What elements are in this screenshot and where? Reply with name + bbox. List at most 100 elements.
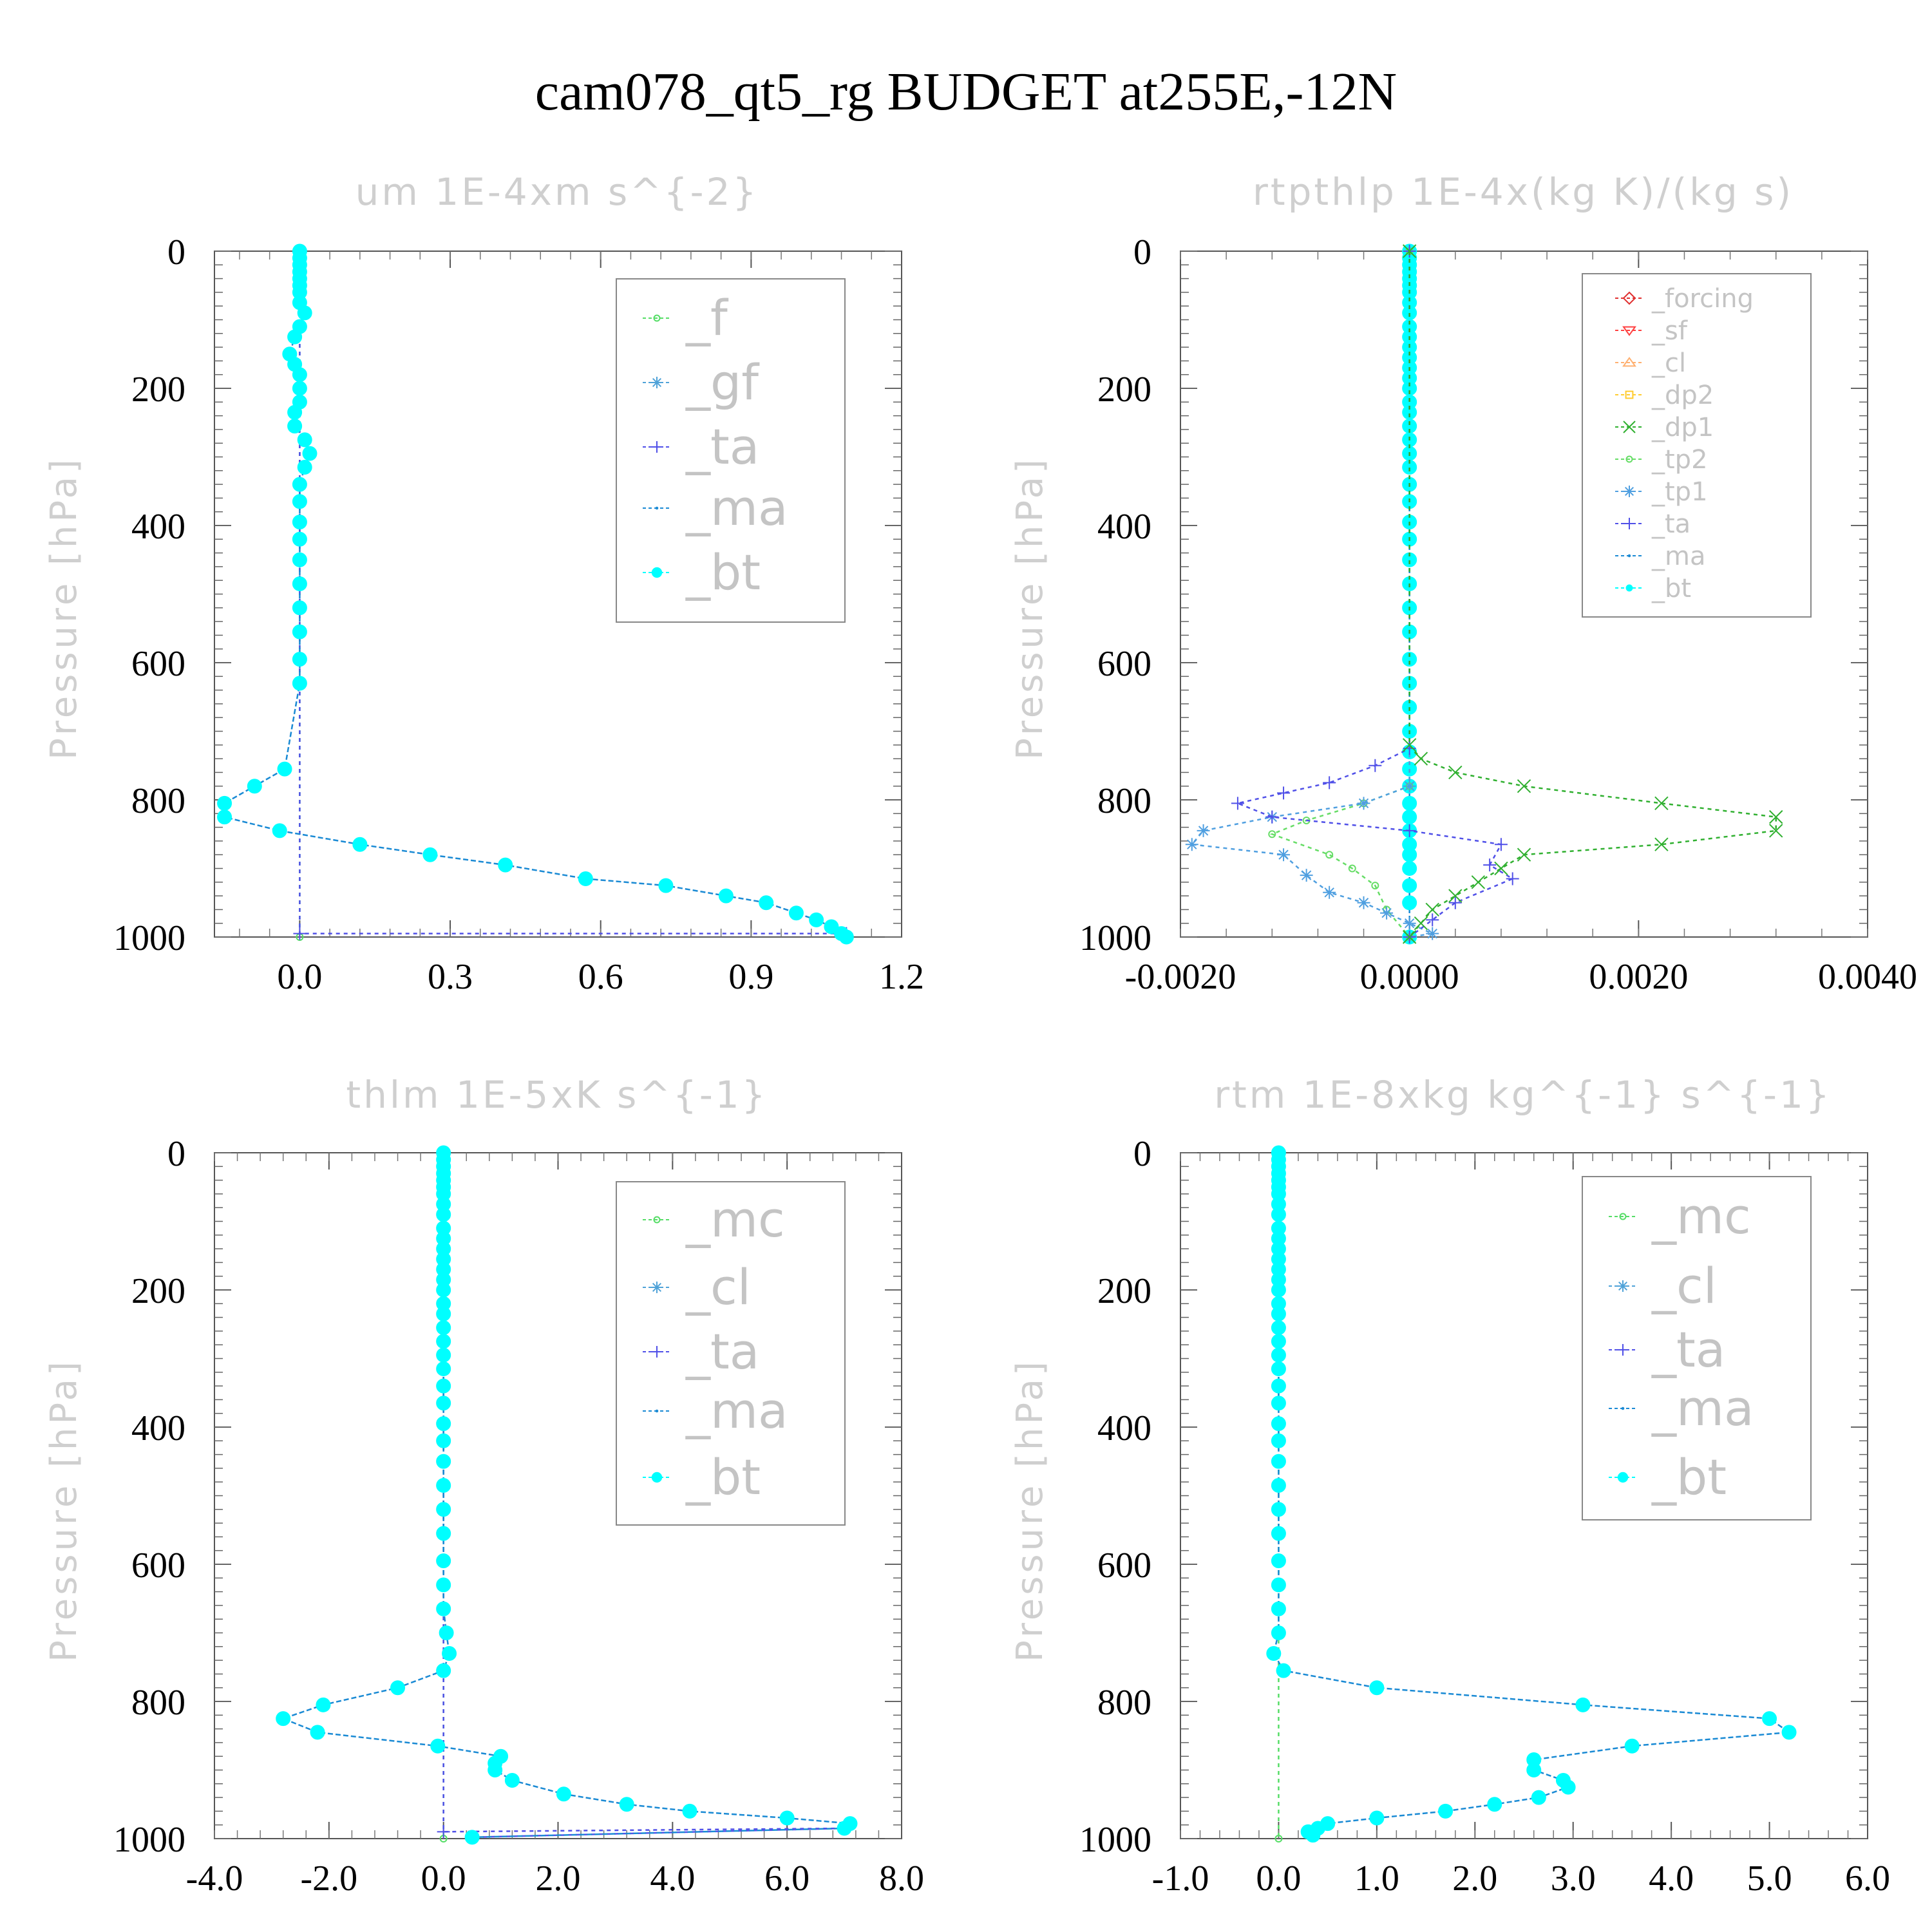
data-point <box>422 847 438 862</box>
data-point <box>1271 1478 1286 1493</box>
data-point <box>1271 1396 1286 1411</box>
data-point <box>297 305 312 321</box>
data-point <box>838 929 854 945</box>
data-point <box>1654 796 1669 811</box>
data-point <box>1357 896 1370 909</box>
data-point <box>292 367 307 383</box>
legend-entry-ta: _ta <box>685 1323 759 1380</box>
data-point <box>1487 1797 1502 1812</box>
x-tick-label: 0.0020 <box>1589 957 1688 997</box>
figure-title: cam078_qt5_rg BUDGET at255E,-12N <box>535 62 1397 122</box>
data-point <box>1769 810 1783 824</box>
legend-entry-ma: _ma <box>685 1382 788 1439</box>
series_tp1 <box>1185 245 1439 943</box>
data-point <box>1197 824 1210 837</box>
data-point <box>1369 1680 1385 1696</box>
data-point <box>1414 752 1428 766</box>
data-point <box>556 1786 571 1802</box>
data-point <box>1494 838 1508 851</box>
legend-label: _cl <box>1651 348 1686 378</box>
legend-marker <box>1622 357 1636 367</box>
data-point <box>292 552 307 567</box>
data-point <box>1271 1282 1286 1298</box>
data-point <box>1531 1790 1546 1805</box>
data-point <box>1575 1697 1591 1712</box>
data-point <box>439 1625 454 1640</box>
legend-box <box>616 278 846 623</box>
legend-entry-mc: _mc <box>1651 1188 1751 1245</box>
data-point <box>1266 1645 1282 1661</box>
legend-marker <box>651 567 663 578</box>
legend-label: _forcing <box>1651 284 1754 314</box>
x-tick-label: 3.0 <box>1551 1859 1596 1899</box>
data-point <box>1517 779 1531 793</box>
legend-label: _ta <box>685 418 759 475</box>
data-point <box>1268 830 1276 838</box>
data-point <box>436 1416 451 1432</box>
data-point <box>287 419 303 434</box>
x-tick-label: 8.0 <box>879 1859 924 1899</box>
legend-entry-bt: _bt <box>685 544 761 601</box>
x-tick-label: 4.0 <box>1649 1859 1694 1899</box>
legend-marker <box>651 1282 663 1293</box>
legend-entry-cl: _cl <box>1651 348 1686 378</box>
series-line <box>1190 251 1435 938</box>
plot-area: -0.0020 0.0000 0.0020 0.0040 0 200 400 600 800 10… <box>1079 232 1917 997</box>
panel-um: um 1E-4xm s^{-2} Pressure [hPa] 0.0 0.3 0.… <box>43 170 924 997</box>
legend-marker <box>1624 486 1635 497</box>
data-point <box>809 912 824 927</box>
legend: _forcing _sf _cl _dp2 _dp1 _tp2 _tp1 _ta… <box>1582 273 1812 618</box>
y-tick-label: 1000 <box>113 1820 185 1860</box>
data-point <box>1448 889 1463 903</box>
legend-box <box>616 1181 846 1526</box>
data-point <box>436 1433 451 1448</box>
data-point <box>1323 776 1336 790</box>
y-tick-label: 600 <box>131 644 185 684</box>
data-point <box>436 1207 451 1222</box>
data-point <box>1277 786 1291 800</box>
legend-entry-mc: _mc <box>685 1191 785 1248</box>
y-tick-label: 800 <box>1097 1683 1151 1723</box>
data-point <box>277 761 292 777</box>
data-point <box>1426 927 1439 940</box>
legend-marker <box>651 377 663 388</box>
data-point <box>1276 1663 1291 1678</box>
data-point <box>1402 738 1417 752</box>
data-point <box>292 477 307 492</box>
x-tick-label: 0.0 <box>421 1859 466 1899</box>
data-point <box>352 837 368 852</box>
legend-marker <box>653 1216 661 1224</box>
data-point <box>1526 1763 1542 1777</box>
legend-entry-bt: _bt <box>685 1448 761 1506</box>
x-tick-label: 2.0 <box>536 1859 581 1899</box>
data-point <box>1471 875 1486 889</box>
data-point <box>292 652 307 667</box>
series_tp2 <box>1268 247 1414 941</box>
y-tick-label: 0 <box>167 232 185 272</box>
data-point <box>1517 848 1531 862</box>
data-point <box>1425 902 1439 917</box>
data-point <box>292 676 307 691</box>
legend-entry-tp1: _tp1 <box>1651 477 1708 507</box>
y-tick-label: 1000 <box>113 918 185 958</box>
y-tick-label: 200 <box>1097 1271 1151 1311</box>
data-point <box>1271 1378 1286 1394</box>
data-point <box>1762 1711 1777 1727</box>
data-point <box>436 1334 451 1349</box>
data-point <box>1271 1454 1286 1469</box>
data-point <box>1371 882 1379 890</box>
data-point <box>292 494 307 509</box>
series-line <box>1235 251 1515 938</box>
data-point <box>287 329 303 345</box>
data-point <box>1271 1416 1286 1432</box>
data-point <box>1494 861 1508 876</box>
legend-entry-ma: _ma <box>685 479 788 536</box>
legend-label: _tp1 <box>1651 477 1708 507</box>
legend-label: _bt <box>1651 574 1691 603</box>
data-point <box>1271 1502 1286 1517</box>
legend-label: _mc <box>685 1191 785 1248</box>
legend-entry-bt: _bt <box>1651 1448 1727 1506</box>
legend-label: _ta <box>685 1323 759 1380</box>
data-point <box>498 857 513 873</box>
